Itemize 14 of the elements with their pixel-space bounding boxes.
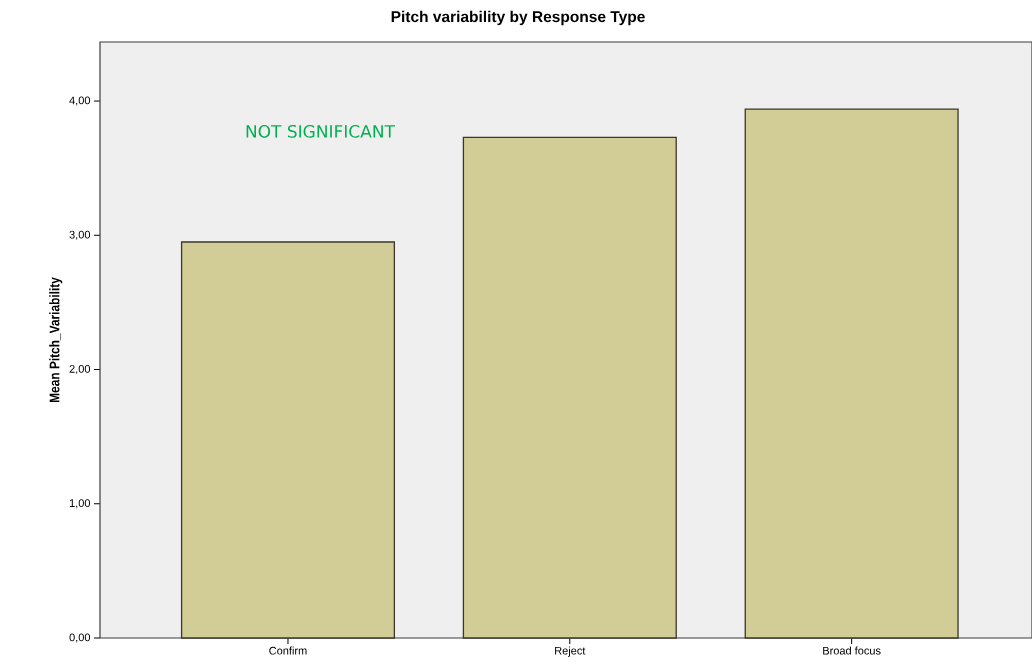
chart-title: Pitch variability by Response Type [391, 10, 645, 26]
y-tick-label: 3,00 [69, 230, 91, 240]
bar [744, 108, 959, 639]
bar [180, 241, 396, 639]
bar [462, 136, 677, 639]
y-tick-label: 4,00 [69, 96, 91, 106]
annotation: NOT SIGNIFICANT [246, 124, 395, 138]
y-tick-label: 2,00 [69, 364, 91, 375]
x-tick-label: Broad focus [823, 646, 881, 655]
y-tick-label: 0,00 [69, 633, 91, 643]
x-tick-label: Confirm [269, 646, 307, 655]
x-tick-label: Reject [555, 646, 586, 657]
y-tick-label: 1,00 [69, 499, 91, 509]
y-axis-title: Mean Pitch_Variability [49, 277, 63, 403]
